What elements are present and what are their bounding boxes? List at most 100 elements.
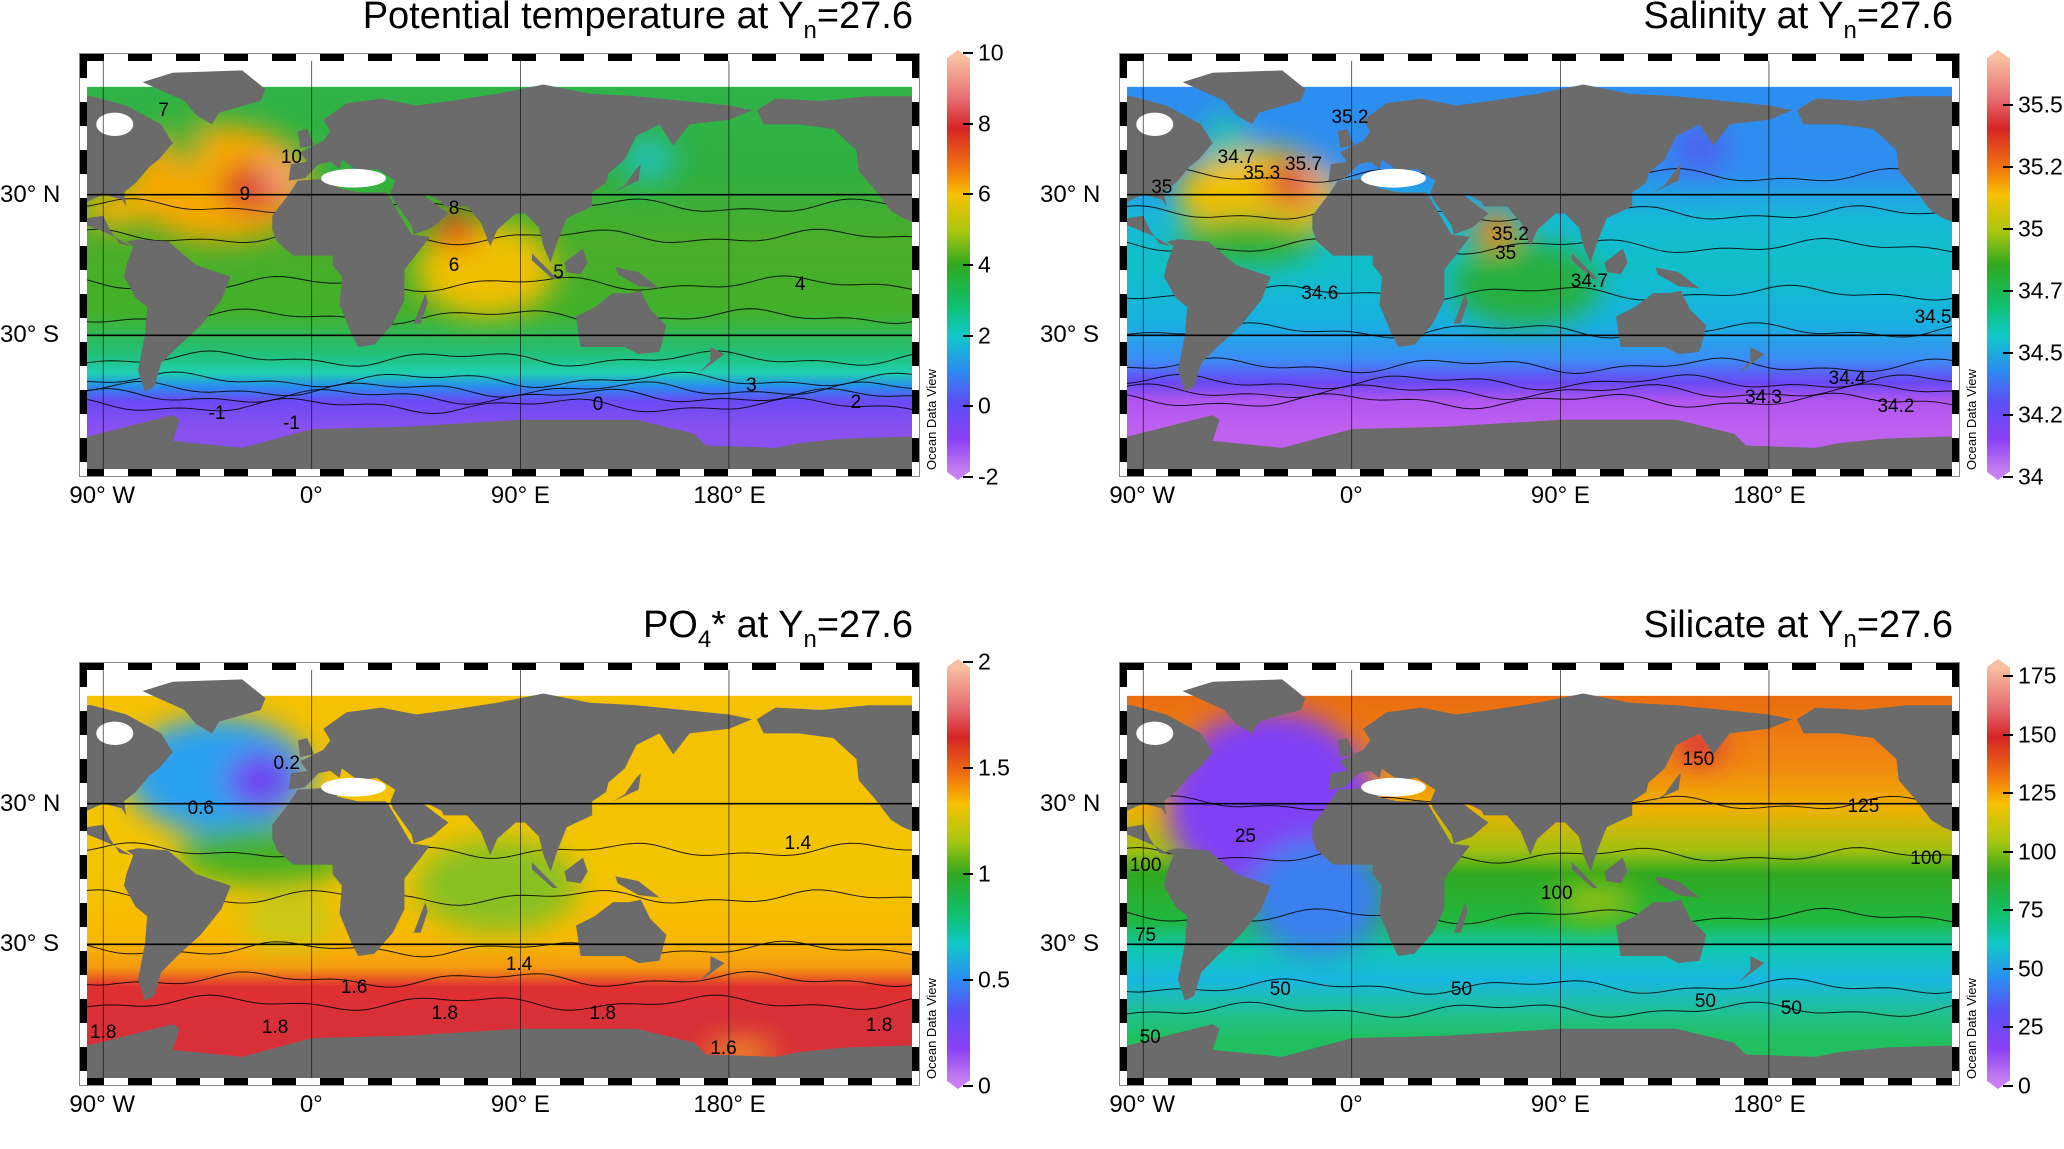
title-text: Salinity at Y bbox=[1643, 0, 1844, 37]
land-britain bbox=[1337, 738, 1355, 757]
contour-line bbox=[80, 397, 915, 415]
colorbar-tick bbox=[963, 661, 973, 663]
colorbar-tick-label: 0 bbox=[2018, 1072, 2031, 1099]
contour-label: 34.5 bbox=[1914, 306, 1952, 328]
contour-label: 35 bbox=[1151, 177, 1173, 199]
colorbar-tick bbox=[2003, 228, 2013, 231]
colorbar-tick-label: 2 bbox=[978, 648, 991, 675]
land-japan bbox=[1653, 164, 1681, 193]
no-data-hudson-bay bbox=[96, 721, 134, 746]
colorbar-max-arrow bbox=[947, 50, 969, 58]
colorbar-tick bbox=[2003, 104, 2013, 107]
title-text: =27.6 bbox=[816, 0, 913, 37]
map-frame[interactable]: 150 125 100 100 100 25 75 50 50 50 50 50 bbox=[1119, 662, 1960, 1086]
contour-label: 1.6 bbox=[340, 977, 368, 999]
land-south-america bbox=[123, 239, 231, 392]
property-anomaly bbox=[1451, 241, 1600, 326]
land-south-america bbox=[123, 848, 231, 1001]
contour-line bbox=[80, 350, 915, 367]
frame-scale-bar bbox=[1952, 54, 1959, 476]
contour-label: 6 bbox=[448, 255, 460, 276]
property-anomaly bbox=[620, 136, 676, 183]
land-new-zealand bbox=[1738, 956, 1765, 982]
land-madagascar bbox=[1453, 293, 1468, 324]
land-greenland bbox=[1182, 70, 1306, 125]
contour-label: 10 bbox=[280, 146, 302, 168]
lon-label: 0° bbox=[1339, 1091, 1363, 1118]
contour-line bbox=[80, 228, 915, 246]
frame-scale-bar bbox=[1120, 663, 1127, 1085]
contour-label: 34.3 bbox=[1745, 386, 1783, 408]
contour-label: 35.2 bbox=[1491, 224, 1529, 246]
land-north-america bbox=[756, 96, 919, 225]
lon-label: 180° E bbox=[693, 482, 766, 509]
colorbar-tick bbox=[2003, 1085, 2013, 1087]
property-anomaly bbox=[416, 838, 579, 933]
contour-label: -1 bbox=[208, 403, 226, 425]
contour-label: 100 bbox=[1129, 854, 1162, 876]
contour-label: 50 bbox=[1139, 1026, 1161, 1048]
colorbar-tick bbox=[963, 264, 973, 266]
property-anomaly bbox=[242, 892, 335, 950]
colorbar bbox=[947, 58, 970, 472]
map-frame[interactable]: 10 9 8 6 4 3 2 0 -1 -1 7 5 bbox=[79, 53, 920, 477]
contour-label: 4 bbox=[794, 273, 806, 295]
land-new-zealand bbox=[1738, 347, 1765, 373]
land-new-zealand bbox=[698, 347, 725, 373]
contour-label: 34.2 bbox=[1877, 396, 1915, 418]
colorbar-min-arrow bbox=[1987, 1081, 2009, 1089]
contour-label: 150 bbox=[1682, 748, 1715, 770]
contour-label: 34.7 bbox=[1217, 146, 1255, 168]
frame-scale-bar bbox=[1120, 54, 1959, 61]
colorbar-tick-label: 4 bbox=[978, 251, 991, 278]
colorbar-tick bbox=[2003, 166, 2013, 169]
contour-line bbox=[80, 940, 915, 958]
colorbar-min-arrow bbox=[947, 472, 969, 480]
map-frame[interactable]: 0.6 0.2 1.4 1.4 1.6 1.8 1.8 1.8 1.8 1.8 1.6 bbox=[79, 662, 920, 1086]
lon-label: 180° E bbox=[693, 1091, 766, 1118]
contour-line bbox=[1120, 847, 1955, 864]
colorbar-tick bbox=[963, 405, 973, 408]
land-north-america bbox=[1796, 705, 1959, 834]
lon-label: 90° W bbox=[1109, 1091, 1176, 1118]
contour-line bbox=[1120, 1001, 1955, 1018]
land-antarctica bbox=[80, 1024, 919, 1085]
colorbar-tick bbox=[2003, 1026, 2013, 1029]
land-borneo bbox=[1604, 857, 1628, 884]
land-sumatra bbox=[1571, 253, 1598, 280]
contour-line bbox=[80, 842, 915, 859]
contour-label: 1.8 bbox=[90, 1021, 117, 1043]
colorbar-tick-label: 0 bbox=[978, 1072, 991, 1099]
title-text: * at Y bbox=[711, 604, 804, 646]
property-anomaly bbox=[1201, 112, 1248, 160]
contour-line bbox=[1120, 907, 1955, 925]
contour-label: 50 bbox=[1780, 998, 1802, 1020]
land-britain bbox=[297, 738, 315, 757]
title-subscript: n bbox=[803, 626, 817, 653]
panel-title: Silicate at Yn=27.6 bbox=[1644, 603, 1953, 652]
map-frame[interactable]: 35.2 34.7 35.3 35.7 35 35.2 35 34.6 34.5 34.4 34.3… bbox=[1119, 53, 1960, 477]
contour-line bbox=[1120, 373, 1955, 391]
contour-label: 34.7 bbox=[1570, 271, 1608, 293]
contour-label: 1.4 bbox=[784, 833, 812, 855]
frame-scale-bar bbox=[1952, 663, 1959, 1085]
colorbar-tick bbox=[2003, 414, 2013, 416]
lat-label: 30° S bbox=[0, 930, 59, 957]
colorbar-max-arrow bbox=[947, 659, 969, 667]
land-greenland bbox=[1182, 679, 1306, 734]
land-antarctica bbox=[80, 415, 919, 476]
land-north-america bbox=[756, 705, 919, 834]
land-borneo bbox=[564, 248, 588, 275]
land-madagascar bbox=[1453, 902, 1468, 933]
land-japan bbox=[613, 773, 641, 802]
colorbar-tick bbox=[2003, 476, 2013, 478]
colorbar-tick bbox=[2003, 967, 2013, 970]
contour-line bbox=[80, 388, 915, 405]
colorbar bbox=[947, 667, 970, 1081]
panel-title: Potential temperature at Yn=27.6 bbox=[363, 0, 913, 43]
contour-label: 9 bbox=[239, 184, 251, 206]
contour-line bbox=[1120, 357, 1955, 374]
land-south-america bbox=[1163, 239, 1271, 392]
contour-label: 1.6 bbox=[710, 1038, 737, 1060]
lat-label: 30° N bbox=[1040, 790, 1101, 817]
